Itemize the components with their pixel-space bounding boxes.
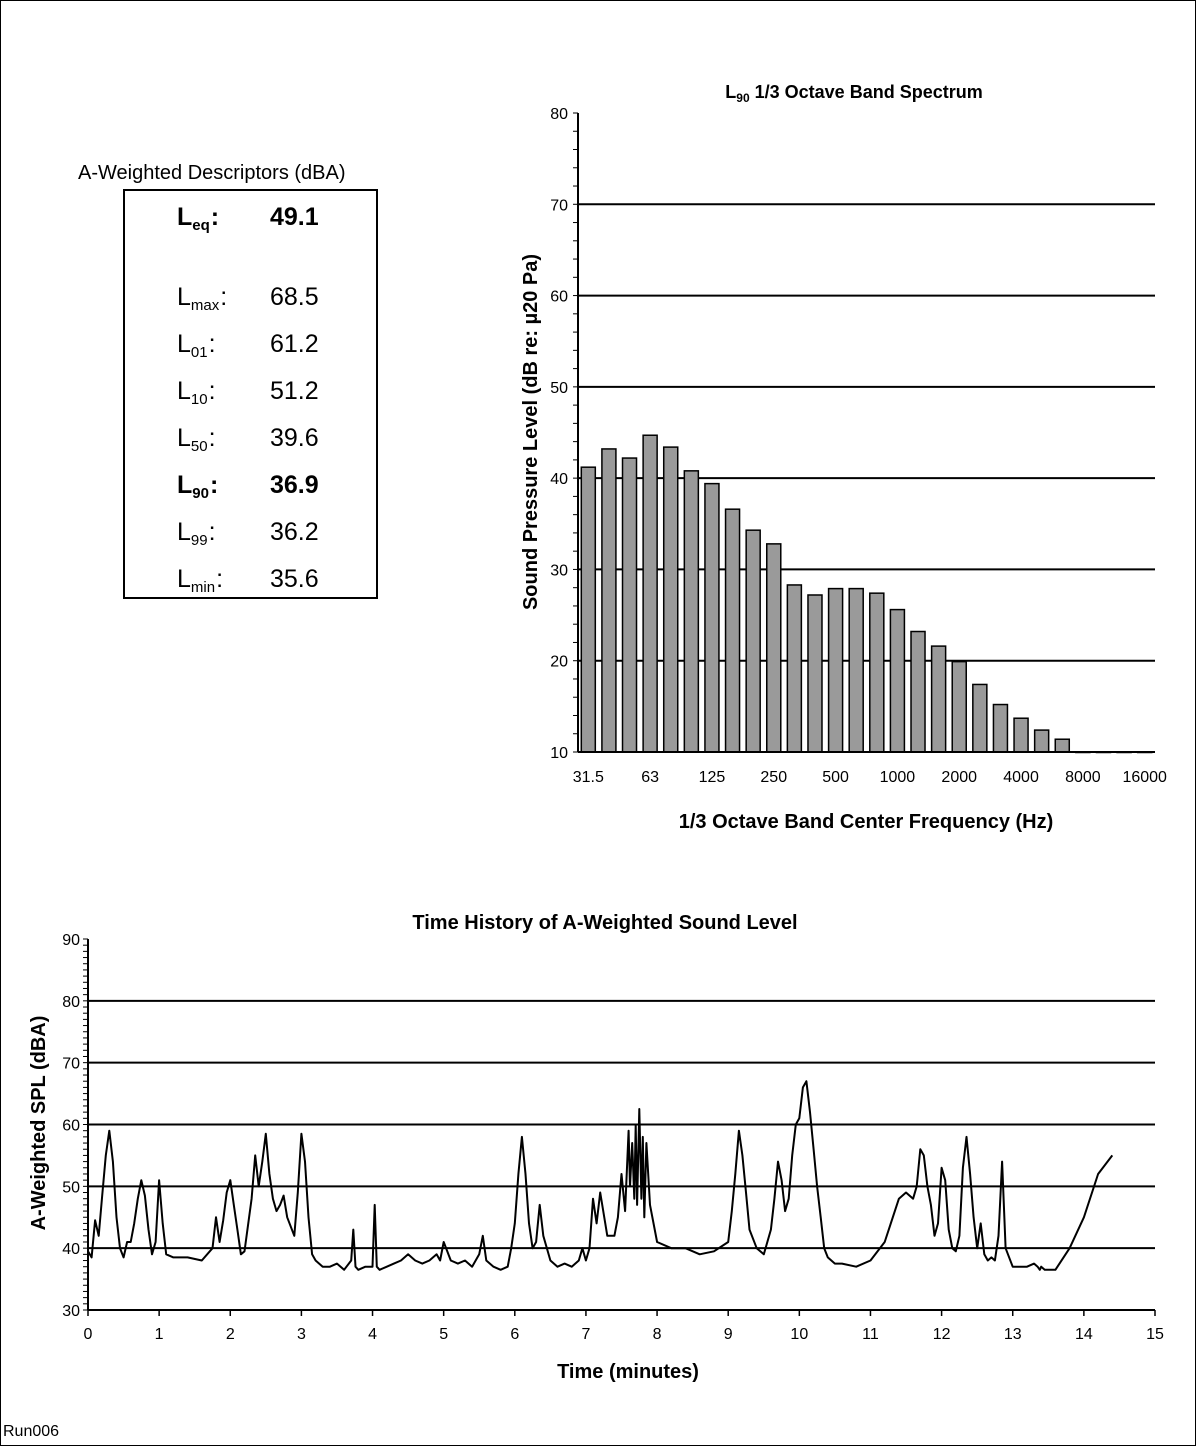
descriptor-value: 35.6 bbox=[270, 565, 319, 593]
y-tick-label: 60 bbox=[550, 289, 568, 306]
x-tick-label: 10 bbox=[790, 1326, 808, 1343]
descriptor-row-99: L99: 36.2 bbox=[177, 518, 367, 552]
y-tick-label: 60 bbox=[62, 1118, 80, 1135]
descriptor-label: L90: bbox=[177, 471, 219, 502]
y-tick-label: 90 bbox=[62, 932, 80, 949]
descriptor-row-10: L10: 51.2 bbox=[177, 377, 367, 411]
descriptor-value: 49.1 bbox=[270, 203, 319, 231]
x-tick-label: 2000 bbox=[941, 769, 977, 786]
y-tick-label: 30 bbox=[550, 562, 568, 579]
descriptor-row-min: Lmin: 35.6 bbox=[177, 565, 367, 599]
y-tick-label: 70 bbox=[62, 1056, 80, 1073]
x-tick-label: 8000 bbox=[1065, 769, 1101, 786]
x-tick-label: 3 bbox=[297, 1326, 306, 1343]
descriptor-label: L99: bbox=[177, 518, 216, 549]
descriptor-row-50: L50: 39.6 bbox=[177, 424, 367, 458]
spectrum-title: L90 1/3 Octave Band Spectrum bbox=[725, 82, 982, 105]
descriptor-value: 68.5 bbox=[270, 283, 319, 311]
descriptor-label: Lmax: bbox=[177, 283, 228, 314]
y-tick-label: 40 bbox=[550, 471, 568, 488]
x-tick-label: 125 bbox=[699, 769, 726, 786]
x-tick-label: 63 bbox=[641, 769, 659, 786]
x-tick-label: 13 bbox=[1004, 1326, 1022, 1343]
spectrum-y-label: Sound Pressure Level (dB re: µ20 Pa) bbox=[520, 254, 542, 610]
y-tick-label: 80 bbox=[62, 994, 80, 1011]
y-tick-label: 50 bbox=[62, 1179, 80, 1196]
x-tick-label: 15 bbox=[1146, 1326, 1164, 1343]
run-label: Run006 bbox=[3, 1423, 60, 1440]
x-tick-label: 5 bbox=[439, 1326, 448, 1343]
y-tick-label: 40 bbox=[62, 1241, 80, 1258]
descriptor-value: 36.2 bbox=[270, 518, 319, 546]
time-history-title: Time History of A-Weighted Sound Level bbox=[412, 912, 797, 934]
descriptor-label: L10: bbox=[177, 377, 216, 408]
descriptor-row-max: Lmax: 68.5 bbox=[177, 283, 367, 317]
descriptor-value: 61.2 bbox=[270, 330, 319, 358]
sound-level-line bbox=[87, 1080, 1114, 1271]
y-tick-label: 80 bbox=[550, 106, 568, 123]
descriptor-value: 36.9 bbox=[270, 471, 319, 499]
x-tick-label: 11 bbox=[862, 1326, 879, 1343]
x-tick-label: 14 bbox=[1075, 1326, 1093, 1343]
descriptor-value: 39.6 bbox=[270, 424, 319, 452]
x-tick-label: 31.5 bbox=[573, 769, 604, 786]
descriptors-title: A-Weighted Descriptors (dBA) bbox=[78, 162, 346, 184]
x-tick-label: 16000 bbox=[1122, 769, 1167, 786]
descriptor-label: L01: bbox=[177, 330, 216, 361]
x-tick-label: 500 bbox=[822, 769, 849, 786]
descriptors-table: Leq: 49.1 Lmax: 68.5 L01: 61.2 L10: 51.2 L50: 39.… bbox=[123, 189, 378, 599]
x-tick-label: 2 bbox=[226, 1326, 235, 1343]
x-tick-label: 0 bbox=[84, 1326, 93, 1343]
y-tick-label: 50 bbox=[550, 380, 568, 397]
spectrum-x-label: 1/3 Octave Band Center Frequency (Hz) bbox=[679, 811, 1054, 833]
x-tick-label: 8 bbox=[653, 1326, 662, 1343]
x-tick-label: 12 bbox=[933, 1326, 951, 1343]
x-tick-label: 4 bbox=[368, 1326, 377, 1343]
descriptor-row-01: L01: 61.2 bbox=[177, 330, 367, 364]
descriptor-value: 51.2 bbox=[270, 377, 319, 405]
y-tick-label: 30 bbox=[62, 1303, 80, 1320]
x-tick-label: 1000 bbox=[880, 769, 916, 786]
descriptor-row-90: L90: 36.9 bbox=[177, 471, 367, 505]
descriptor-label: Lmin: bbox=[177, 565, 224, 596]
x-tick-label: 4000 bbox=[1003, 769, 1039, 786]
descriptor-row-eq: Leq: 49.1 bbox=[177, 203, 367, 237]
x-tick-label: 1 bbox=[155, 1326, 164, 1343]
spectrum-chart: 10 20 30 40 50 60 70 80 31.5 63 125 250 500 1000 2000 4… bbox=[520, 82, 1167, 833]
time-x-label: Time (minutes) bbox=[557, 1361, 699, 1383]
x-tick-label: 250 bbox=[760, 769, 787, 786]
y-tick-label: 20 bbox=[550, 654, 568, 671]
x-tick-label: 6 bbox=[510, 1326, 519, 1343]
descriptor-label: Leq: bbox=[177, 203, 220, 234]
descriptor-label: L50: bbox=[177, 424, 216, 455]
x-tick-label: 7 bbox=[581, 1326, 590, 1343]
y-tick-label: 70 bbox=[550, 197, 568, 214]
x-tick-label: 9 bbox=[724, 1326, 733, 1343]
time-y-label: A-Weighted SPL (dBA) bbox=[28, 1016, 50, 1231]
y-tick-label: 10 bbox=[550, 745, 568, 762]
